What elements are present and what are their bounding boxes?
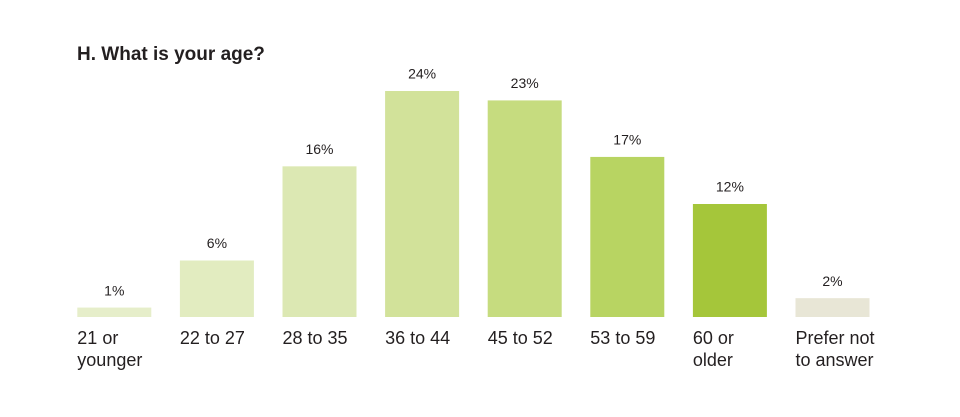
- bar: [795, 298, 870, 317]
- x-tick-label: 45 to 52: [488, 328, 553, 348]
- bar: [590, 156, 665, 317]
- bar: [282, 166, 357, 317]
- x-tick-label: Prefer not: [796, 328, 875, 348]
- x-tick-label: 21 or: [77, 328, 118, 348]
- x-tick-label: 53 to 59: [590, 328, 655, 348]
- value-label: 1%: [104, 282, 124, 298]
- bar: [77, 307, 152, 317]
- x-tick-label: 28 to 35: [283, 328, 348, 348]
- x-tick-label: 36 to 44: [385, 328, 450, 348]
- x-tick-label: to answer: [796, 350, 874, 370]
- value-label: 23%: [511, 75, 539, 91]
- chart-title: H. What is your age?: [77, 44, 265, 65]
- x-tick-label: 22 to 27: [180, 328, 245, 348]
- value-label: 24%: [408, 66, 436, 82]
- bar: [385, 91, 460, 317]
- x-tick-label: 60 or: [693, 328, 734, 348]
- x-tick-label: older: [693, 350, 733, 370]
- value-label: 6%: [207, 235, 227, 251]
- bar: [692, 204, 767, 317]
- value-label: 12%: [716, 179, 744, 195]
- bar: [179, 260, 254, 317]
- x-tick-label: younger: [77, 350, 142, 370]
- value-label: 17%: [613, 132, 641, 148]
- value-label: 2%: [822, 273, 842, 289]
- value-label: 16%: [305, 141, 333, 157]
- bar: [487, 100, 562, 318]
